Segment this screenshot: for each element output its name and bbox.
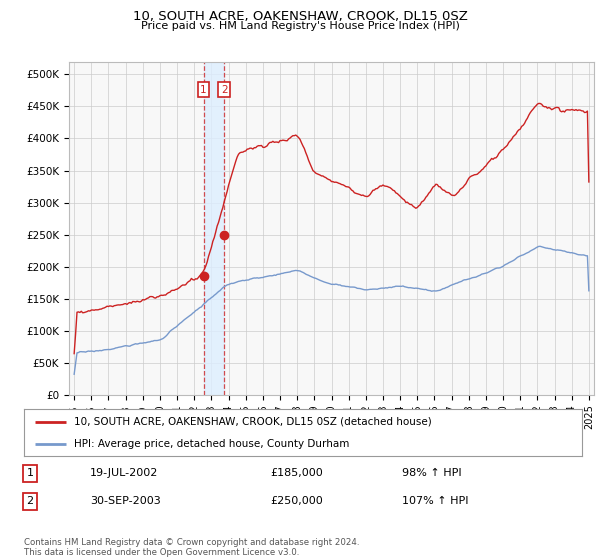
- Text: 1: 1: [200, 85, 207, 95]
- Text: 107% ↑ HPI: 107% ↑ HPI: [402, 496, 469, 506]
- Text: 10, SOUTH ACRE, OAKENSHAW, CROOK, DL15 0SZ: 10, SOUTH ACRE, OAKENSHAW, CROOK, DL15 0…: [133, 10, 467, 23]
- Text: 2: 2: [221, 85, 227, 95]
- Text: 19-JUL-2002: 19-JUL-2002: [90, 468, 158, 478]
- Text: Contains HM Land Registry data © Crown copyright and database right 2024.
This d: Contains HM Land Registry data © Crown c…: [24, 538, 359, 557]
- Text: 2: 2: [26, 496, 34, 506]
- Text: 10, SOUTH ACRE, OAKENSHAW, CROOK, DL15 0SZ (detached house): 10, SOUTH ACRE, OAKENSHAW, CROOK, DL15 0…: [74, 417, 432, 427]
- Text: 98% ↑ HPI: 98% ↑ HPI: [402, 468, 461, 478]
- Text: 1: 1: [26, 468, 34, 478]
- Text: £250,000: £250,000: [270, 496, 323, 506]
- Text: £185,000: £185,000: [270, 468, 323, 478]
- Bar: [203, 62, 224, 395]
- Text: Price paid vs. HM Land Registry's House Price Index (HPI): Price paid vs. HM Land Registry's House …: [140, 21, 460, 31]
- Text: 30-SEP-2003: 30-SEP-2003: [90, 496, 161, 506]
- Text: HPI: Average price, detached house, County Durham: HPI: Average price, detached house, Coun…: [74, 438, 350, 449]
